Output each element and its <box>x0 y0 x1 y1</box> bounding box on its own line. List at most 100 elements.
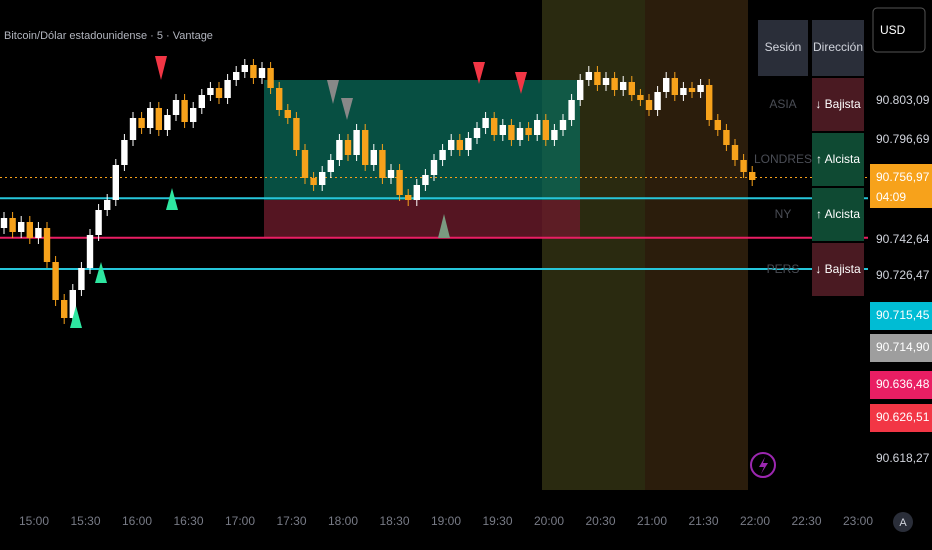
marker <box>166 188 178 210</box>
candle-body <box>611 78 618 90</box>
candle-body <box>645 100 653 110</box>
marker <box>515 72 527 94</box>
candle-body <box>207 88 214 95</box>
candle-body <box>602 78 610 85</box>
zone-box <box>264 200 580 238</box>
candle-body <box>379 150 386 178</box>
price-tag <box>870 445 932 473</box>
candle-body <box>276 88 283 110</box>
price-tag <box>870 334 932 362</box>
candle-body <box>534 120 541 135</box>
session-name: NY <box>775 207 792 221</box>
candle-body <box>671 78 678 95</box>
marker <box>473 62 485 84</box>
candle-body <box>456 140 463 150</box>
scale-button[interactable] <box>893 512 913 532</box>
candle-body <box>568 100 575 120</box>
markers <box>70 56 527 328</box>
price-label: 90.626,51 <box>876 410 930 424</box>
session-direction: ↓ Bajista <box>815 262 861 276</box>
x-tick-label: 16:00 <box>122 514 152 528</box>
candle-body <box>129 118 137 140</box>
candle-body <box>310 178 317 185</box>
price-label: 90.803,09 <box>876 93 930 107</box>
candle-body <box>723 130 730 145</box>
x-tick-label: 15:30 <box>70 514 100 528</box>
x-tick-label: 22:00 <box>740 514 770 528</box>
marker <box>155 56 167 80</box>
candle-body <box>362 130 369 165</box>
price-label: 90.756,97 <box>876 170 930 184</box>
candle-body <box>448 140 455 150</box>
candle-body <box>104 200 111 210</box>
candle-body <box>714 120 721 130</box>
candle-body <box>542 120 549 140</box>
x-tick-label: 20:30 <box>585 514 615 528</box>
candle-body <box>405 195 412 200</box>
candle-body <box>370 150 377 165</box>
marker <box>438 214 450 238</box>
candle-body <box>26 222 33 238</box>
candle-body <box>215 88 223 98</box>
candle-body <box>0 218 8 228</box>
x-tick-label: 17:00 <box>225 514 255 528</box>
x-tick-label: 21:00 <box>637 514 667 528</box>
price-label: 90.715,45 <box>876 308 930 322</box>
candle-body <box>172 100 180 115</box>
session-name: ASIA <box>769 97 796 111</box>
candle-body <box>241 65 248 72</box>
candle-body <box>181 100 188 122</box>
price-tag <box>870 404 932 432</box>
alert-icon[interactable] <box>750 452 776 478</box>
x-tick-label: 22:30 <box>791 514 821 528</box>
candle-body <box>344 140 352 155</box>
candle-body <box>731 145 739 160</box>
candle-body <box>293 118 300 150</box>
price-tag <box>870 226 932 254</box>
session-name: LONDRES <box>754 152 812 166</box>
candle-body <box>336 140 343 160</box>
price-label: 90.618,27 <box>876 451 930 465</box>
price-tag <box>870 371 932 399</box>
marker <box>327 80 339 104</box>
candle-body <box>198 95 205 108</box>
time-axis <box>0 490 868 550</box>
candle-body <box>69 290 76 318</box>
marker <box>341 98 353 120</box>
candle-body <box>147 108 154 128</box>
candle-body <box>164 115 171 130</box>
candle-body <box>95 210 102 235</box>
currency-label: USD <box>880 23 906 37</box>
price-tag <box>870 126 932 154</box>
price-tag <box>870 302 932 330</box>
currency-button[interactable] <box>872 7 926 53</box>
candle-body <box>224 80 231 98</box>
scale-label: A <box>899 517 907 529</box>
candle-body <box>499 125 506 135</box>
price-label: 90.636,48 <box>876 377 930 391</box>
marker <box>95 262 107 283</box>
x-tick-label: 17:30 <box>276 514 306 528</box>
candle-body <box>430 160 438 175</box>
candle-body <box>61 300 68 318</box>
candle-body <box>396 170 403 195</box>
candle-body <box>78 268 85 290</box>
candle-body <box>680 88 687 95</box>
candle-body <box>353 130 360 155</box>
candle-body <box>749 172 756 180</box>
price-countdown: 04:09 <box>876 190 906 204</box>
candle-body <box>422 175 429 185</box>
x-tick-label: 16:30 <box>173 514 203 528</box>
candle-body <box>138 118 145 128</box>
candle-body <box>439 150 446 160</box>
candle-body <box>620 82 627 90</box>
price-label: 90.726,47 <box>876 268 930 282</box>
candle-body <box>637 95 644 100</box>
candle-body <box>594 72 601 85</box>
direction-cell <box>812 133 864 186</box>
candle-body <box>413 185 420 200</box>
candle-body <box>628 82 635 95</box>
chart-title: Bitcoin/Dólar estadounidense · 5 · Vanta… <box>4 30 213 42</box>
session-direction: ↑ Alcista <box>816 207 860 221</box>
candle-body <box>525 128 532 135</box>
